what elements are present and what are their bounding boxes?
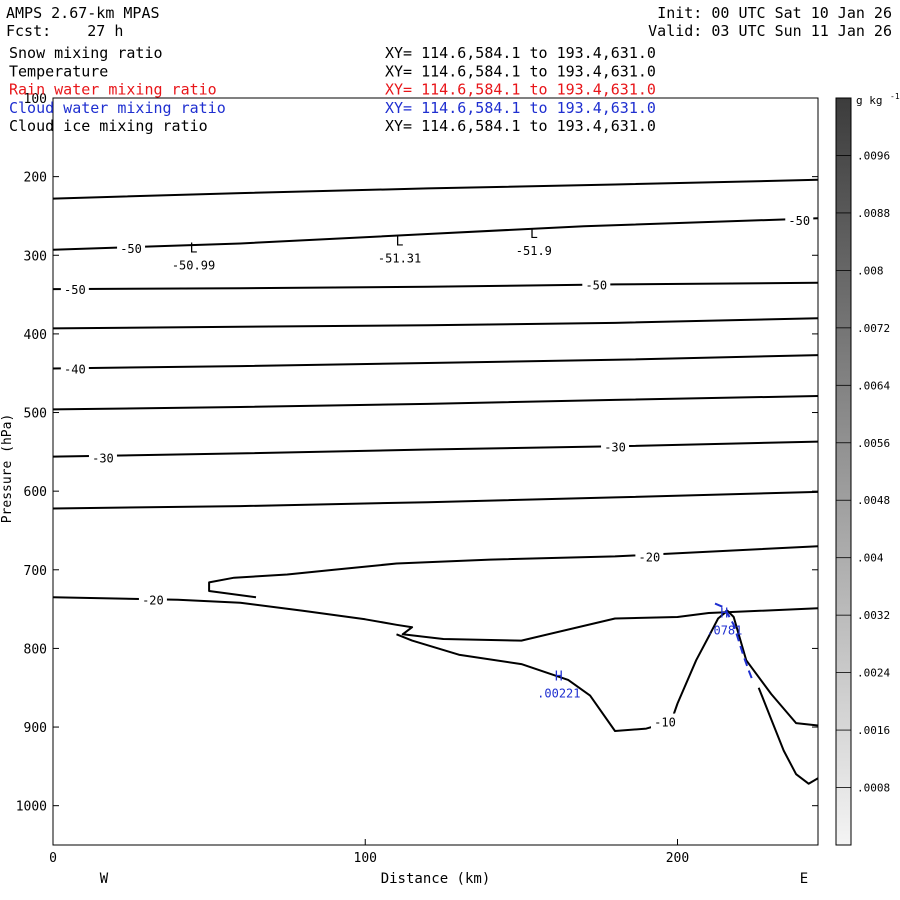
y-tick-label: 800 [24, 642, 47, 657]
temperature-contour [52, 217, 819, 251]
contour-label: -40 [64, 362, 86, 376]
extremum-value: .0781 [706, 624, 742, 638]
y-tick-label: 400 [24, 328, 47, 343]
field-name: Cloud water mixing ratio [9, 99, 226, 117]
cloud-water-contour [714, 602, 754, 681]
y-tick-label: 500 [24, 407, 47, 422]
contour-label-bg [138, 591, 167, 608]
contour-label-bg [635, 548, 664, 565]
temperature-contour [52, 395, 819, 411]
colorbar-tick-label: .0072 [857, 322, 890, 335]
contour-label: -20 [142, 594, 164, 608]
temperature-contour [52, 281, 819, 291]
extremum-value: -50.99 [172, 259, 215, 273]
colorbar-tick-label: .004 [857, 552, 884, 565]
contour-label: -50 [64, 283, 86, 297]
extremum-value: -51.9 [516, 244, 552, 258]
temperature-contour [396, 609, 819, 732]
contour-label: -10 [654, 716, 676, 730]
colorbar-tick-label: .0056 [857, 437, 890, 450]
field-xy: XY= 114.6,584.1 to 193.4,631.0 [385, 62, 656, 80]
contour-label: -50 [788, 214, 810, 228]
field-xy: XY= 114.6,584.1 to 193.4,631.0 [385, 81, 656, 99]
temperature-contour [757, 687, 819, 785]
colorbar-unit-exponent: -1 [890, 92, 900, 101]
contour-label-bg [651, 713, 679, 730]
contour-label: -50 [585, 278, 607, 292]
colorbar-tick-label: .008 [857, 264, 884, 277]
contour-label-bg [60, 360, 89, 377]
temperature-contour [208, 545, 819, 599]
contour-label: -30 [92, 451, 114, 465]
field-name: Cloud ice mixing ratio [9, 117, 208, 135]
extremum-value: .00221 [537, 686, 580, 700]
x-tick-label: 100 [354, 851, 377, 866]
temperature-contour [52, 490, 819, 510]
colorbar-tick-label: .0032 [857, 609, 890, 622]
field-name: Snow mixing ratio [9, 44, 163, 62]
init-time: Init: 00 UTC Sat 10 Jan 26 [657, 4, 892, 22]
colorbar-tick-label: .0096 [857, 149, 890, 162]
colorbar-tick-label: .0016 [857, 724, 890, 737]
temperature-contour [52, 354, 819, 370]
contour-label-bg [88, 449, 117, 466]
y-tick-label: 200 [24, 171, 47, 186]
x-tick-label: 200 [666, 851, 689, 866]
valid-time: Valid: 03 UTC Sun 11 Jan 26 [648, 22, 892, 40]
contour-label-bg [117, 240, 146, 257]
extremum-marker: L [190, 242, 198, 257]
forecast-hour: Fcst: 27 h [6, 22, 124, 40]
y-tick-label: 600 [24, 485, 47, 500]
y-tick-label: 700 [24, 564, 47, 579]
extremum-marker: L [530, 227, 538, 242]
field-name: Temperature [9, 62, 108, 80]
x-axis-label: Distance (km) [381, 871, 491, 887]
colorbar-tick-label: .0008 [857, 782, 890, 795]
y-tick-label: 300 [24, 249, 47, 264]
field-name: Rain water mixing ratio [9, 81, 217, 99]
y-tick-label: 900 [24, 721, 47, 736]
y-tick-label: 1000 [16, 800, 47, 815]
y-axis-label: Pressure (hPa) [0, 414, 15, 524]
colorbar-tick-label: .0088 [857, 207, 890, 220]
extremum-marker: H [555, 669, 563, 684]
field-xy: XY= 114.6,584.1 to 193.4,631.0 [385, 117, 656, 135]
east-label: E [800, 871, 808, 887]
west-label: W [100, 871, 109, 887]
contour-label-bg [582, 276, 611, 293]
contour-label: -20 [639, 550, 661, 564]
model-title: AMPS 2.67-km MPAS [6, 4, 160, 22]
contour-label-bg [60, 281, 89, 298]
contour-label: -50 [120, 242, 142, 256]
contour-label-bg [601, 438, 630, 455]
colorbar [835, 97, 852, 846]
field-xy: XY= 114.6,584.1 to 193.4,631.0 [385, 44, 656, 62]
extremum-marker: H [720, 607, 728, 622]
colorbar-unit: g kg [856, 94, 883, 107]
temperature-contour [52, 596, 819, 642]
extremum-marker: L [396, 235, 404, 250]
x-tick-label: 0 [49, 851, 57, 866]
extremum-value: -51.31 [378, 252, 421, 266]
temperature-contour [52, 178, 819, 200]
colorbar-tick-label: .0024 [857, 667, 890, 680]
temperature-contour [52, 317, 819, 330]
temperature-contour [52, 440, 819, 458]
colorbar-tick-label: .0064 [857, 379, 890, 392]
y-tick-label: 100 [24, 92, 47, 107]
plot-frame [52, 97, 819, 846]
colorbar-tick-label: .0048 [857, 494, 890, 507]
contour-label-bg [785, 211, 814, 228]
field-xy: XY= 114.6,584.1 to 193.4,631.0 [385, 99, 656, 117]
contour-label: -30 [604, 440, 626, 454]
